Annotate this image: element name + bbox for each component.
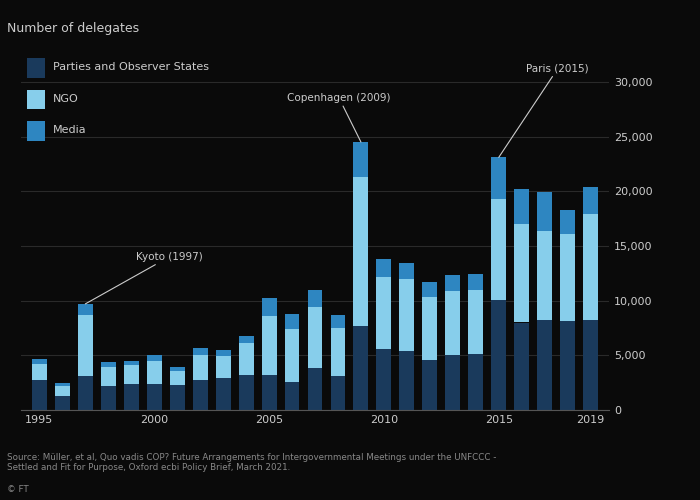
Bar: [422, 282, 438, 298]
Bar: [55, 383, 70, 386]
Bar: [560, 210, 575, 234]
Bar: [307, 368, 323, 410]
Bar: [307, 307, 323, 368]
Bar: [468, 274, 483, 289]
Bar: [78, 304, 93, 315]
Bar: [169, 370, 185, 385]
Bar: [445, 276, 461, 291]
Text: Source: Müller, et al, Quo vadis COP? Future Arrangements for Intergovernmental : Source: Müller, et al, Quo vadis COP? Fu…: [7, 453, 496, 472]
Bar: [285, 329, 300, 382]
Text: Number of delegates: Number of delegates: [7, 22, 139, 35]
Bar: [32, 364, 47, 380]
Text: NGO: NGO: [53, 94, 79, 104]
Bar: [124, 361, 139, 365]
Bar: [193, 356, 208, 380]
Bar: [169, 367, 185, 370]
Bar: [330, 328, 345, 376]
Bar: [147, 361, 162, 384]
Bar: [101, 386, 116, 410]
Bar: [147, 384, 162, 410]
Bar: [537, 320, 552, 410]
Bar: [491, 158, 506, 199]
Bar: [468, 354, 483, 410]
Bar: [285, 382, 300, 410]
Bar: [354, 177, 368, 326]
Bar: [239, 344, 253, 375]
Bar: [560, 234, 575, 322]
Bar: [583, 320, 598, 410]
Bar: [78, 315, 93, 376]
Bar: [307, 290, 323, 307]
Bar: [583, 187, 598, 214]
Bar: [377, 349, 391, 410]
Bar: [445, 356, 461, 410]
Text: Paris (2015): Paris (2015): [498, 64, 589, 158]
Text: Parties and Observer States: Parties and Observer States: [53, 62, 209, 72]
Bar: [514, 224, 529, 322]
Bar: [216, 350, 230, 356]
Bar: [216, 356, 230, 378]
Bar: [422, 298, 438, 360]
Bar: [124, 365, 139, 384]
Bar: [169, 385, 185, 410]
Bar: [445, 291, 461, 356]
Bar: [537, 230, 552, 320]
Bar: [354, 326, 368, 410]
Bar: [147, 356, 162, 361]
Bar: [354, 142, 368, 177]
Bar: [262, 316, 276, 375]
Bar: [239, 375, 253, 410]
Bar: [400, 278, 414, 351]
Bar: [330, 315, 345, 328]
Bar: [422, 360, 438, 410]
Text: Copenhagen (2009): Copenhagen (2009): [288, 94, 391, 142]
Bar: [400, 264, 414, 278]
Bar: [491, 199, 506, 300]
Bar: [55, 386, 70, 396]
Bar: [101, 368, 116, 386]
Bar: [216, 378, 230, 410]
Bar: [377, 276, 391, 349]
Bar: [193, 348, 208, 356]
Bar: [514, 322, 529, 410]
Bar: [514, 189, 529, 224]
Text: © FT: © FT: [7, 485, 29, 494]
Bar: [124, 384, 139, 410]
Bar: [400, 351, 414, 410]
Bar: [491, 300, 506, 410]
Bar: [285, 314, 300, 329]
Bar: [377, 259, 391, 276]
Bar: [32, 380, 47, 410]
Bar: [262, 375, 276, 410]
Bar: [583, 214, 598, 320]
Bar: [537, 192, 552, 230]
Text: Media: Media: [53, 125, 87, 135]
Bar: [468, 290, 483, 354]
Bar: [330, 376, 345, 410]
Bar: [78, 376, 93, 410]
Bar: [239, 336, 253, 344]
Bar: [193, 380, 208, 410]
Bar: [27, 58, 45, 78]
Bar: [27, 121, 45, 141]
Text: Kyoto (1997): Kyoto (1997): [85, 252, 202, 304]
Bar: [560, 322, 575, 410]
Bar: [55, 396, 70, 410]
Bar: [101, 362, 116, 368]
Bar: [27, 90, 45, 109]
Bar: [32, 358, 47, 364]
Bar: [262, 298, 276, 316]
